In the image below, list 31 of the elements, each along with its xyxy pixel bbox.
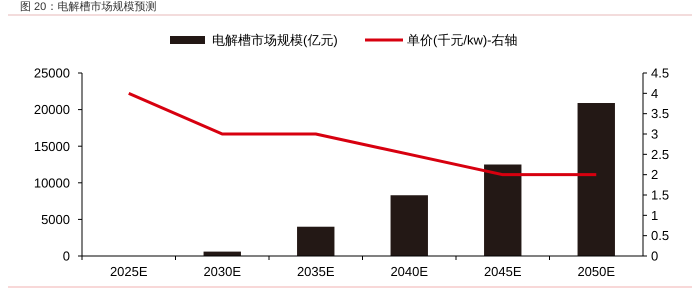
y-tick-label: 0 <box>62 248 70 264</box>
y2-tick-label: 0.5 <box>651 228 670 244</box>
x-tick-label: 2050E <box>577 264 616 279</box>
legend-label: 电解槽市场规模(亿元) <box>212 32 338 48</box>
x-tick-label: 2025E <box>110 264 148 279</box>
y2-tick-label: 3 <box>651 126 658 142</box>
y2-tick-label: 1 <box>651 208 658 223</box>
bar <box>297 226 334 256</box>
line-series <box>127 92 598 176</box>
x-tick-label: 2045E <box>484 264 522 279</box>
bar <box>578 103 615 256</box>
y2-tick-label: 1.5 <box>651 188 670 203</box>
bar <box>204 252 241 256</box>
y-tick-label: 25000 <box>34 66 70 81</box>
bar <box>484 164 522 256</box>
y2-tick-label: 4 <box>651 86 658 101</box>
y-tick-label: 10000 <box>34 175 70 190</box>
y-tick-label: 20000 <box>34 102 70 118</box>
y2-tick-label: 4.5 <box>651 66 670 81</box>
y-tick-label: 15000 <box>34 138 70 154</box>
x-tick-label: 2030E <box>203 264 242 279</box>
y-tick-label: 5000 <box>41 212 70 227</box>
y2-tick-label: 0 <box>651 248 658 264</box>
chart-title: 图 20：电解槽市场规模预测 <box>20 0 156 13</box>
bar <box>390 195 428 256</box>
legend-label: 单价(千元/kw)-右轴 <box>407 32 518 48</box>
y2-tick-label: 2.5 <box>651 146 670 162</box>
y2-tick-label: 3.5 <box>651 106 670 122</box>
y2-tick-label: 2 <box>651 167 658 182</box>
x-tick-label: 2035E <box>296 264 335 279</box>
x-tick-label: 2040E <box>390 264 428 279</box>
